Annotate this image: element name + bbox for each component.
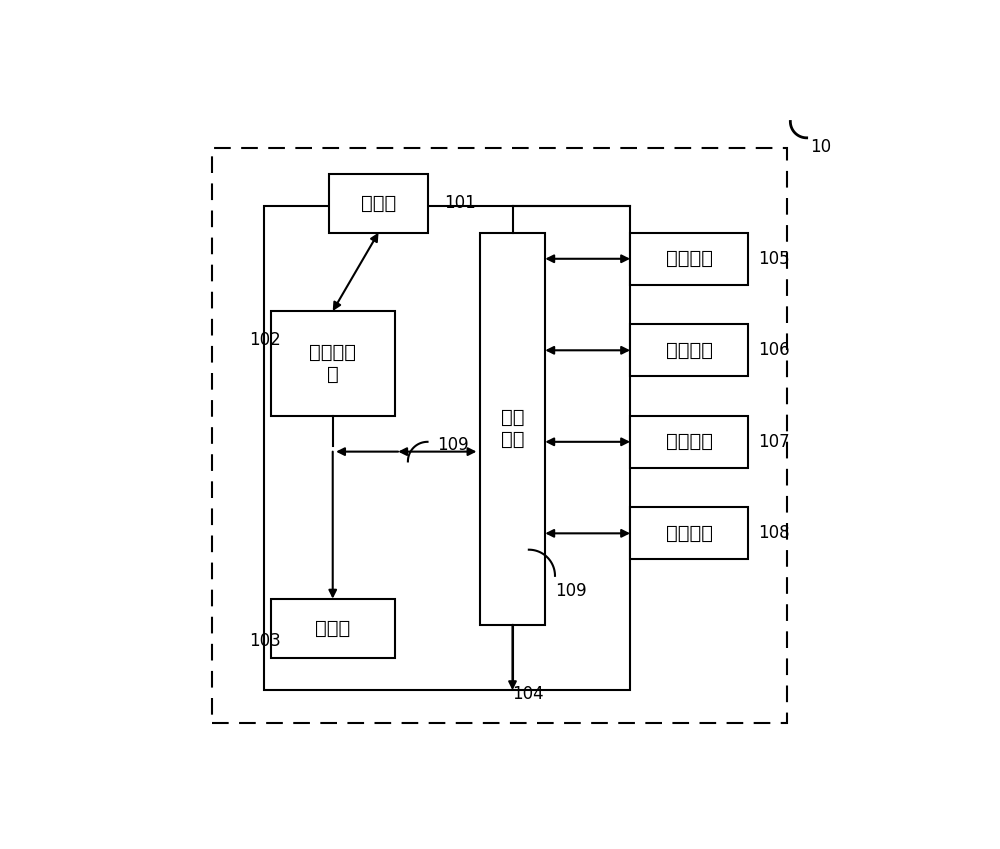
Text: 触控屏幕: 触控屏幕 — [666, 524, 713, 543]
Text: 108: 108 — [758, 525, 789, 543]
FancyBboxPatch shape — [271, 311, 395, 416]
Text: 109: 109 — [555, 582, 587, 600]
Text: 10: 10 — [810, 138, 831, 156]
FancyBboxPatch shape — [630, 416, 748, 468]
Text: 按键模块: 按键模块 — [666, 340, 713, 360]
Text: 处理器: 处理器 — [315, 619, 350, 638]
Text: 存储控制
器: 存储控制 器 — [309, 343, 356, 384]
Text: 107: 107 — [758, 433, 789, 451]
Text: 106: 106 — [758, 341, 789, 359]
FancyBboxPatch shape — [630, 233, 748, 285]
FancyBboxPatch shape — [271, 599, 395, 657]
Text: 存储器: 存储器 — [361, 194, 396, 213]
Text: 105: 105 — [758, 250, 789, 267]
FancyBboxPatch shape — [630, 507, 748, 559]
Text: 103: 103 — [249, 633, 281, 650]
Text: 109: 109 — [437, 436, 469, 454]
FancyBboxPatch shape — [630, 324, 748, 376]
FancyBboxPatch shape — [480, 233, 545, 625]
Text: 102: 102 — [249, 331, 281, 350]
FancyBboxPatch shape — [329, 174, 428, 233]
Text: 外设
接口: 外设 接口 — [501, 408, 524, 449]
Text: 射频模块: 射频模块 — [666, 250, 713, 268]
Text: 101: 101 — [444, 194, 476, 212]
Text: 104: 104 — [512, 684, 544, 702]
Text: 音频模块: 音频模块 — [666, 432, 713, 452]
